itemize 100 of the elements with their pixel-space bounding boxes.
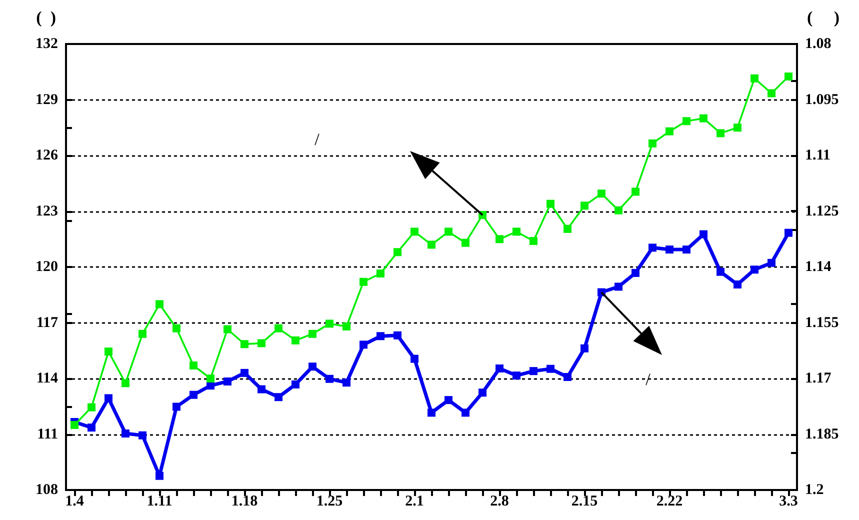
y-tick-label: 129 [36,92,58,108]
x-tick-label: 1.18 [231,494,258,510]
point [428,408,436,417]
y2-tick-label: 1.185 [805,426,839,442]
point [104,348,112,356]
point [376,332,384,340]
point [496,235,504,244]
point [342,378,350,387]
y2-tick-label: 1.2 [805,482,824,498]
y2-tick-label: 1.11 [805,148,830,164]
point [768,89,776,98]
point [512,372,520,380]
x-tick-label: 1.25 [316,494,343,510]
point [666,246,674,254]
point [88,424,96,432]
x-tick-label: 2.15 [571,494,598,510]
point [292,380,300,388]
point [156,472,164,480]
point [564,373,572,382]
point [394,248,402,256]
point [308,330,316,338]
point [376,270,384,278]
point [240,340,248,348]
point [700,114,708,122]
point [360,278,368,286]
y2-tick-label: 1.095 [805,92,839,108]
y2-tick-label: 1.155 [805,314,839,331]
x-tick-label: 2.1 [405,494,424,510]
x-tick-label: 2.8 [490,494,509,510]
y-tick-label: 114 [36,370,58,386]
y-tick-label: 132 [36,36,58,52]
point [156,300,164,308]
x-tick-label: 1.4 [65,494,84,510]
y-tick-label: 117 [36,314,58,331]
point [734,280,742,288]
point [666,127,674,136]
point [326,320,334,328]
point [512,228,520,236]
y2-tick-label: 1.08 [805,36,832,52]
point [580,202,588,210]
point [190,361,198,370]
annotation: / [314,130,320,149]
y2-tick-label: 1.125 [805,203,839,220]
point [274,393,282,402]
point [768,258,776,267]
point [224,377,232,386]
y-tick-label: 120 [36,259,58,275]
point [138,431,146,440]
point [462,238,470,247]
point [410,228,418,236]
point [564,224,572,233]
point [190,390,198,399]
point [224,325,232,334]
point [734,124,742,132]
point [750,74,758,82]
point [172,324,180,332]
point [598,190,606,198]
point [326,374,334,383]
point [682,246,690,254]
y-tick-label: 123 [36,203,58,220]
point [614,206,622,214]
point [342,322,350,330]
x-tick-label: 2.22 [656,494,683,510]
y2-axis-title: ( ) [807,8,840,27]
point [478,388,486,397]
point [444,396,452,404]
x-tick-label: 1.11 [146,494,172,510]
point [750,266,758,274]
point [546,364,554,373]
point [206,374,214,382]
y-tick-label: 126 [36,148,58,164]
y-tick-label: 111 [37,426,58,442]
point [530,236,538,245]
point [546,200,554,208]
point [784,228,792,237]
point [632,268,640,277]
y2-tick-label: 1.14 [805,259,832,275]
point [104,394,112,402]
point [122,430,130,438]
point [122,379,130,388]
point [428,240,436,249]
point [530,367,538,376]
point [496,364,504,372]
point [88,403,96,412]
point [784,72,792,81]
point [258,385,266,394]
y-tick-label: 108 [36,482,58,498]
point [648,244,656,252]
point [394,331,402,340]
point [716,129,724,138]
point [410,354,418,363]
x-tick-label: 3.3 [779,494,798,510]
point [716,268,724,276]
point [700,230,708,238]
point [70,420,78,429]
y2-tick-label: 1.17 [805,370,832,386]
y-axis-title: ( ) [36,8,56,27]
point [648,139,656,148]
point [682,117,690,126]
point [580,344,588,352]
